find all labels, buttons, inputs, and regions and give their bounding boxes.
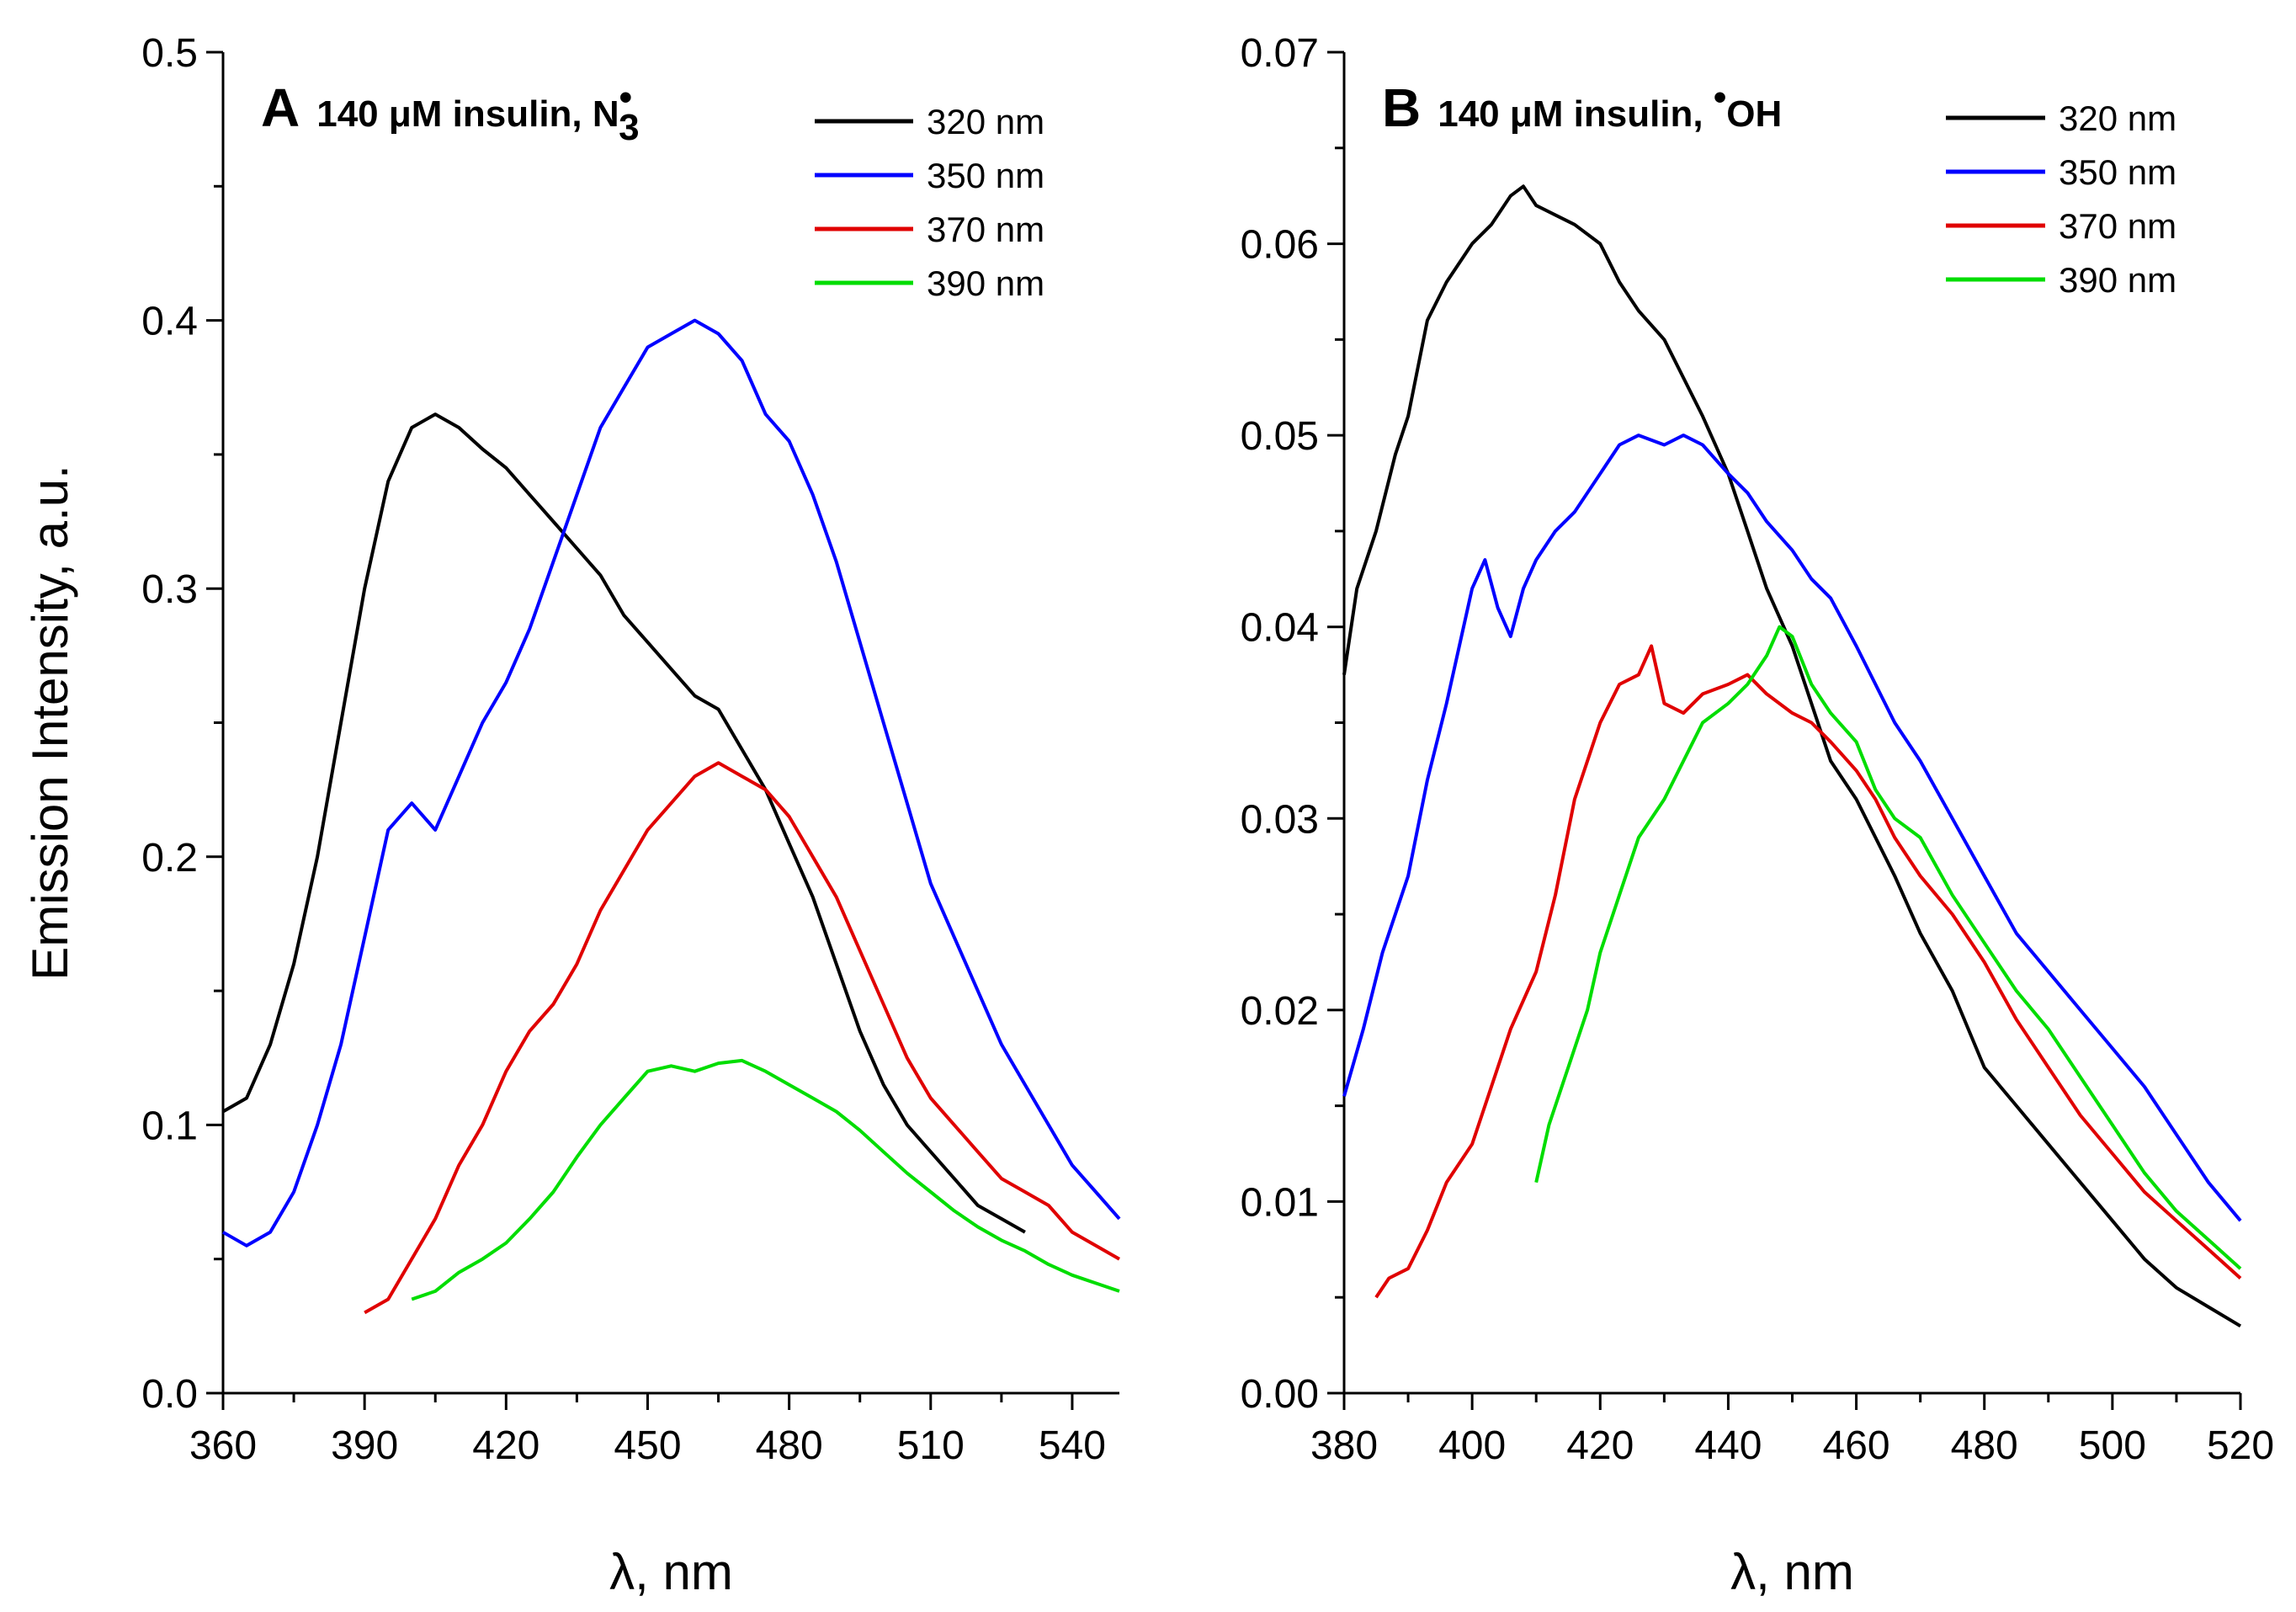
x-tick-label: 520: [2207, 1423, 2274, 1468]
panel-title: A 140 μM insulin, N• 3: [261, 77, 640, 148]
x-axis-title: λ, nm: [1730, 1544, 1854, 1600]
y-tick-label: 0.02: [1241, 989, 1319, 1034]
panel-a: 360 390 420 450 480 510 540 0.0 0.1 0.2 0.3 0.4 0.5 λ…: [22, 31, 1121, 1600]
series-line-370-nm: [364, 761, 1120, 1315]
series-line-370-nm: [1374, 644, 2242, 1299]
x-tick-label: 360: [189, 1423, 257, 1468]
series-line-320-nm: [1342, 184, 2242, 1328]
series-line-350-nm: [1342, 434, 2242, 1222]
y-tick-label: 0.05: [1241, 414, 1319, 459]
y-tick-label: 0.04: [1241, 606, 1319, 651]
x-tick-label: 500: [2079, 1423, 2146, 1468]
y-tick-label: 0.07: [1241, 31, 1319, 76]
x-tick-label: 420: [1566, 1423, 1634, 1468]
panel-title-text: 140 μM insulin, N: [316, 93, 619, 135]
x-tick-label: 460: [1823, 1423, 1890, 1468]
y-tick-label: 0.5: [141, 31, 198, 76]
legend-label: 370 nm: [927, 210, 1044, 249]
x-tick-label: 440: [1694, 1423, 1762, 1468]
legend: 320 nm 350 nm 370 nm 390 nm: [815, 102, 1044, 303]
legend-label: 350 nm: [927, 156, 1044, 195]
panel-title-text: 140 μM insulin,: [1438, 93, 1714, 135]
title-suffix: OH: [1726, 93, 1782, 135]
title-superscript: •: [619, 77, 632, 118]
series-line-390-nm: [411, 1058, 1120, 1301]
series-line-390-nm: [1534, 625, 2242, 1270]
series-line-350-nm: [222, 318, 1121, 1248]
panel-b: 380 400 420 440 460 480 500 520 0.00 0.01 0.02 0.03…: [1241, 31, 2274, 1600]
x-tick-label: 510: [897, 1423, 965, 1468]
y-tick-label: 0.4: [141, 300, 198, 344]
x-axis-title: λ, nm: [609, 1544, 733, 1600]
x-tick-label: 540: [1039, 1423, 1106, 1468]
legend-label: 390 nm: [927, 263, 1044, 303]
x-tick-label: 400: [1438, 1423, 1506, 1468]
title-subscript: 3: [619, 107, 639, 148]
title-superscript: •: [1714, 77, 1726, 118]
legend-label: 350 nm: [2059, 152, 2176, 192]
legend-label: 390 nm: [2059, 260, 2176, 300]
x-tick-label: 380: [1310, 1423, 1378, 1468]
x-tick-label: 480: [1951, 1423, 2018, 1468]
x-tick-label: 450: [614, 1423, 681, 1468]
panel-letter: B: [1382, 77, 1421, 138]
y-tick-label: 0.3: [141, 567, 198, 612]
y-tick-label: 0.0: [141, 1372, 198, 1417]
y-tick-label: 0.1: [141, 1104, 198, 1148]
x-tick-label: 420: [472, 1423, 539, 1468]
y-tick-label: 0.03: [1241, 797, 1319, 842]
legend-label: 320 nm: [2059, 98, 2176, 138]
y-axis-title: Emission Intensity, a.u.: [22, 465, 78, 980]
y-tick-label: 0.2: [141, 836, 198, 880]
x-tick-label: 390: [331, 1423, 398, 1468]
y-tick-label: 0.01: [1241, 1180, 1319, 1225]
x-tick-label: 480: [756, 1423, 823, 1468]
y-tick-label: 0.00: [1241, 1372, 1319, 1417]
y-tick-label: 0.06: [1241, 223, 1319, 268]
panel-title: B 140 μM insulin, •OH: [1382, 77, 1782, 138]
legend: 320 nm 350 nm 370 nm 390 nm: [1946, 98, 2176, 300]
panel-letter: A: [261, 77, 300, 138]
legend-label: 370 nm: [2059, 206, 2176, 246]
legend-label: 320 nm: [927, 102, 1044, 141]
series-line-320-nm: [222, 412, 1026, 1234]
